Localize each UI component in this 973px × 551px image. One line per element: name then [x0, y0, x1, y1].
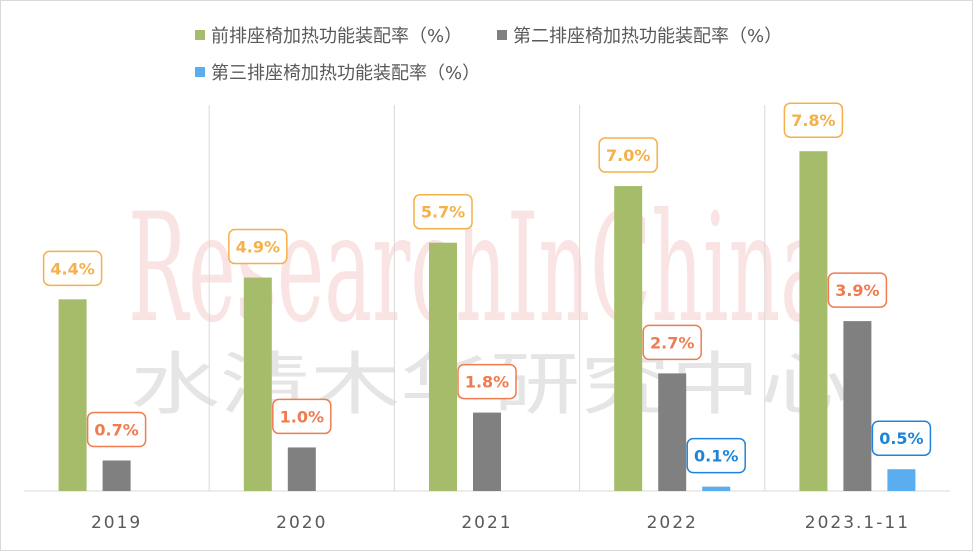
legend-swatch-third-row	[195, 67, 205, 77]
data-label: 0.1%	[686, 437, 746, 474]
data-label: 4.4%	[42, 250, 103, 287]
bar	[614, 186, 643, 491]
legend-item-front-row: 前排座椅加热功能装配率（%）	[195, 22, 462, 48]
x-axis-ticks: 2019 2020 2021 2022 2023.1-11	[91, 513, 910, 533]
x-tick-label: 2019	[91, 513, 142, 533]
data-label: 5.7%	[413, 193, 473, 230]
data-label-text: 4.4%	[50, 259, 94, 278]
data-label-text: 7.0%	[606, 146, 650, 165]
data-label-text: 0.1%	[694, 447, 738, 466]
x-tick-label: 2021	[461, 513, 512, 533]
bar	[702, 486, 731, 491]
data-label-box	[686, 437, 746, 474]
data-label-box	[272, 398, 332, 435]
bar	[102, 460, 131, 491]
data-label: 1.0%	[272, 398, 332, 435]
watermark-english: ResearchInChina	[128, 182, 828, 356]
x-tick-label: 2023.1-11	[805, 513, 910, 533]
data-label: 7.0%	[598, 137, 658, 173]
bar	[658, 373, 687, 491]
data-label-box	[598, 137, 658, 173]
legend-swatch-front-row	[195, 30, 205, 40]
data-label-box	[871, 420, 932, 456]
data-label-box	[642, 324, 702, 361]
data-label: 1.8%	[457, 363, 517, 400]
bar	[287, 447, 316, 491]
data-label-box	[86, 411, 147, 448]
data-label-text: 3.9%	[835, 281, 879, 300]
data-label-text: 0.7%	[94, 421, 138, 440]
chart-legend: 前排座椅加热功能装配率（%） 第二排座椅加热功能装配率（%） 第三排座椅加热功能…	[0, 0, 973, 90]
data-label-text: 2.7%	[650, 333, 694, 352]
data-label-box	[228, 228, 288, 265]
bars	[58, 151, 916, 491]
legend-label-front-row: 前排座椅加热功能装配率（%）	[211, 26, 463, 47]
data-label: 0.5%	[871, 420, 932, 456]
data-labels: 4.4% 0.7% 4.9% 1.0% 5.7% 1.8% 7.0% 2.7% 0.1% 7.8%…	[42, 102, 932, 474]
data-label-box	[457, 363, 517, 400]
data-label: 3.9%	[827, 272, 888, 308]
legend-label-third-row: 第三排座椅加热功能装配率（%）	[211, 63, 481, 84]
data-label-box	[42, 250, 103, 287]
bar	[843, 321, 872, 491]
data-label-box	[783, 102, 844, 138]
data-label-text: 5.7%	[421, 203, 465, 222]
bar	[429, 242, 457, 491]
data-label-text: 1.0%	[280, 407, 324, 426]
data-label-text: 1.8%	[465, 373, 509, 392]
legend-item-second-row: 第二排座椅加热功能装配率（%）	[497, 22, 782, 48]
bar	[887, 469, 916, 491]
data-label: 2.7%	[642, 324, 702, 361]
x-tick-label: 2020	[276, 513, 327, 533]
x-tick-label: 2022	[647, 513, 698, 533]
bar	[799, 151, 828, 491]
bar	[243, 277, 272, 491]
data-label-text: 7.8%	[791, 111, 835, 130]
data-label-box	[827, 272, 888, 308]
legend-label-second-row: 第二排座椅加热功能装配率（%）	[513, 26, 783, 47]
legend-swatch-second-row	[497, 30, 507, 40]
data-label-text: 0.5%	[879, 429, 923, 448]
data-label-box	[413, 193, 473, 230]
legend-item-third-row: 第三排座椅加热功能装配率（%）	[195, 59, 480, 85]
data-label: 4.9%	[228, 228, 288, 265]
category-dividers	[208, 105, 766, 491]
data-label: 7.8%	[783, 102, 844, 138]
bar	[473, 412, 501, 491]
bar	[58, 299, 87, 491]
data-label: 0.7%	[86, 411, 147, 448]
data-label-text: 4.9%	[236, 238, 280, 257]
